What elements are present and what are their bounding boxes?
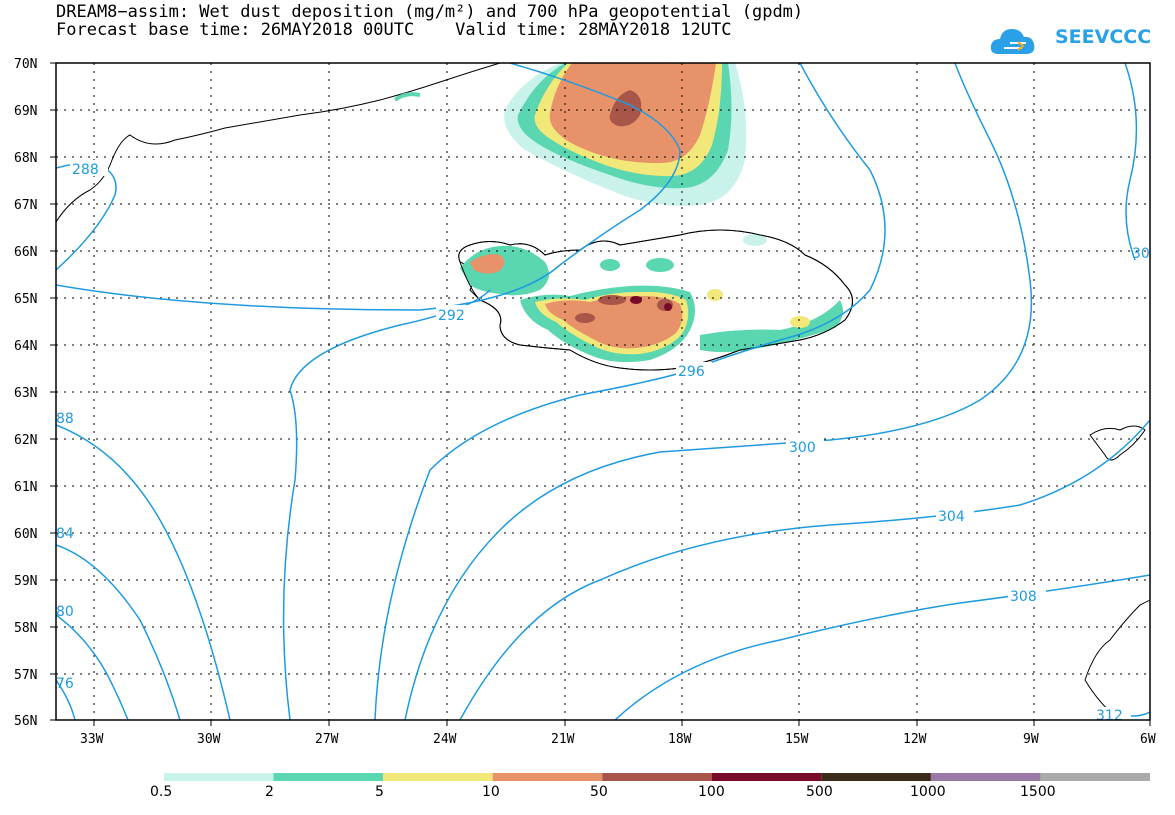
lat-label: 68N — [14, 151, 37, 166]
legend-label: 2 — [265, 784, 274, 800]
legend-swatch — [821, 773, 931, 781]
lon-label: 30W — [197, 732, 221, 747]
contour-label: 292 — [438, 308, 465, 324]
lat-label: 66N — [14, 245, 37, 260]
lat-label: 56N — [14, 714, 37, 729]
legend-label: 1000 — [910, 784, 946, 800]
contour-label: 76 — [56, 676, 74, 692]
legend-label: 500 — [806, 784, 833, 800]
lat-label: 58N — [14, 621, 37, 636]
iceland — [458, 229, 853, 371]
logo-text: SEEVCCC — [1055, 26, 1152, 48]
legend-label: 1500 — [1020, 784, 1056, 800]
legend-swatch — [602, 773, 712, 781]
lon-label: 15W — [785, 732, 809, 747]
faroe-coast — [1089, 425, 1146, 461]
lon-label: 33W — [80, 732, 104, 747]
contour-label: 296 — [678, 364, 705, 380]
longitude-labels: 33W 30W 27W 24W 21W 18W 15W 12W 9W 6W — [80, 732, 1156, 747]
cloud-icon — [990, 29, 1035, 54]
lat-label: 57N — [14, 668, 37, 683]
chart-title: DREAM8−assim: Wet dust deposition (mg/m²… — [56, 2, 804, 22]
map-area — [56, 63, 1150, 720]
dust-plume-north — [504, 63, 747, 206]
legend-swatch — [273, 773, 384, 781]
legend-label: 100 — [698, 784, 725, 800]
contour-labels: 288 292 296 300 304 308 312 88 84 80 76 … — [56, 160, 1150, 724]
seevccc-logo — [990, 29, 1035, 54]
contour-label: 304 — [938, 509, 965, 525]
legend-swatch — [930, 773, 1041, 781]
lon-label: 21W — [551, 732, 575, 747]
contour-label: 308 — [1010, 589, 1037, 605]
legend-swatch — [1040, 773, 1150, 781]
contour-label: 88 — [56, 411, 74, 427]
legend-label: 50 — [590, 784, 608, 800]
legend-label: 10 — [482, 784, 500, 800]
lat-label: 64N — [14, 339, 37, 354]
contour-label: 300 — [789, 440, 816, 456]
chart-subtitle: Forecast base time: 26MAY2018 00UTC Vali… — [56, 20, 732, 40]
legend-swatch — [383, 773, 493, 781]
scotland-coast — [1084, 599, 1150, 720]
contour-label: 288 — [72, 162, 99, 178]
contour-label: 84 — [56, 526, 74, 542]
contour-label: 80 — [56, 604, 74, 620]
lat-label: 63N — [14, 386, 37, 401]
lon-label: 12W — [903, 732, 927, 747]
lon-label: 18W — [668, 732, 692, 747]
lat-label: 65N — [14, 292, 37, 307]
lon-label: 9W — [1023, 732, 1039, 747]
lat-label: 70N — [14, 57, 37, 72]
legend-label: 0.5 — [150, 784, 173, 800]
latitude-labels: 70N 69N 68N 67N 66N 65N 64N 63N 62N 61N … — [14, 57, 37, 729]
lat-label: 60N — [14, 527, 37, 542]
lat-label: 61N — [14, 480, 37, 495]
lat-label: 69N — [14, 104, 37, 119]
legend-swatch — [164, 773, 274, 781]
axis-ticks — [50, 62, 1151, 726]
gridlines — [56, 63, 1150, 720]
legend-swatch — [711, 773, 822, 781]
contour-label: 30 — [1132, 246, 1150, 262]
lat-label: 67N — [14, 198, 37, 213]
lon-label: 27W — [315, 732, 339, 747]
contour-label: 312 — [1096, 708, 1123, 724]
legend-colorbar — [164, 773, 1150, 781]
lon-label: 6W — [1140, 732, 1156, 747]
lat-label: 59N — [14, 574, 37, 589]
legend-label: 5 — [375, 784, 384, 800]
lat-label: 62N — [14, 433, 37, 448]
lon-label: 24W — [433, 732, 457, 747]
legend-swatch — [492, 773, 603, 781]
